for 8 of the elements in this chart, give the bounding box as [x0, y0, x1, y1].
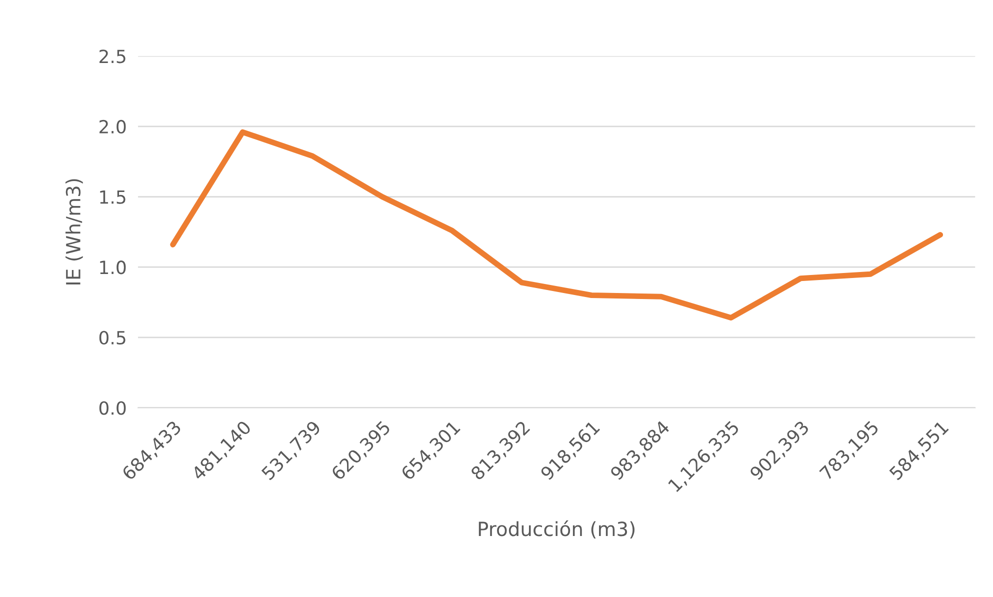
y-tick-label: 0.0 [99, 401, 126, 415]
y-axis-title: IE (Wh/m3) [65, 179, 83, 284]
y-tick-label: 1.0 [100, 260, 126, 274]
y-tick-label: 2.0 [100, 120, 126, 134]
y-tick-label: 2.5 [100, 50, 126, 64]
x-axis-title: Producción (m3) [478, 520, 634, 539]
y-tick-label: 1.5 [100, 190, 126, 204]
y-tick-label: 0.5 [99, 330, 126, 345]
